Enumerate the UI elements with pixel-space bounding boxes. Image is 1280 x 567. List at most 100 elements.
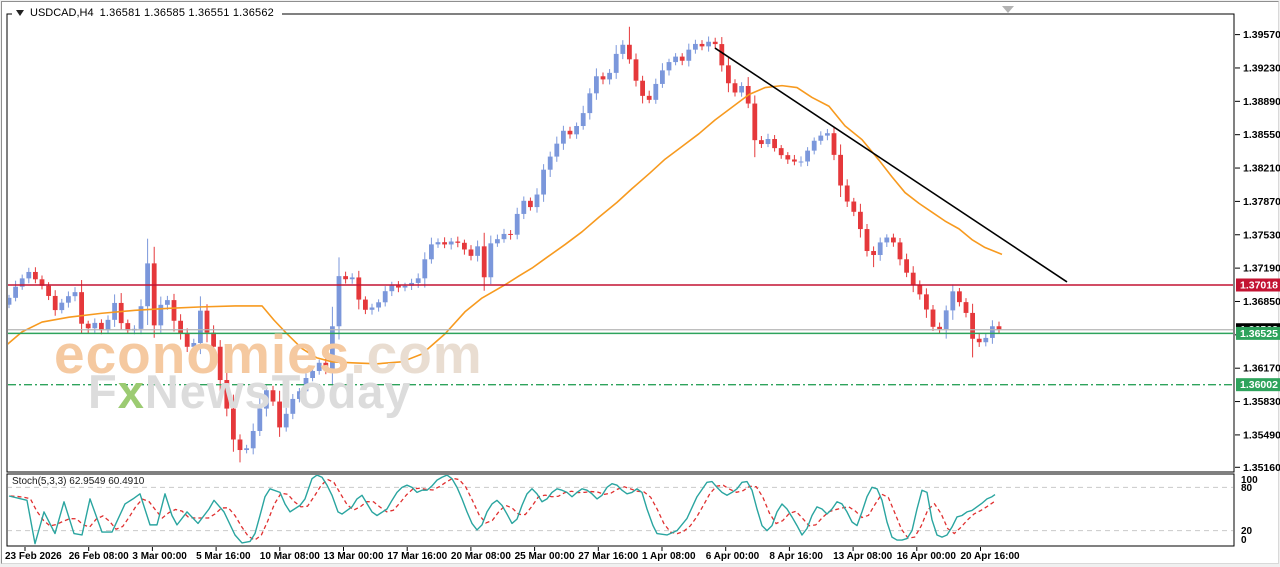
candle-bull	[765, 133, 771, 148]
stoch-pane-frame[interactable]	[6, 473, 1235, 547]
candle-body	[105, 319, 111, 331]
time-tick-label: 3 Mar 00:00	[132, 551, 187, 562]
candle-body	[448, 241, 454, 245]
candle-body	[514, 213, 520, 235]
candle-body	[851, 201, 857, 212]
price-tick-label: 1.36850	[1243, 296, 1280, 308]
candle-bear	[455, 236, 461, 248]
candle-body	[8, 297, 12, 305]
candle-body	[59, 302, 65, 311]
candle-bear	[79, 280, 84, 334]
candle-body	[402, 285, 408, 288]
candle-body	[844, 185, 850, 202]
candle-bear	[910, 266, 916, 293]
candle-body	[277, 401, 282, 428]
candle-bear	[970, 303, 975, 358]
dropdown-arrow-icon[interactable]	[16, 10, 24, 16]
candle-bear	[204, 304, 210, 343]
candle-bear	[171, 293, 177, 332]
candle-body	[574, 126, 579, 135]
candle-bull	[72, 287, 78, 302]
candle-body	[138, 306, 144, 329]
price-tick-label: 1.35830	[1243, 396, 1280, 408]
time-tick-label: 13 Mar 00:00	[324, 551, 384, 562]
candle-body	[937, 326, 942, 330]
descending-trendline[interactable]	[714, 47, 1068, 283]
candle-bull	[798, 156, 804, 167]
candle-bear	[871, 246, 876, 268]
time-tick-label: 20 Apr 16:00	[961, 551, 1021, 562]
candle-bear	[844, 179, 850, 207]
candle-bull	[594, 68, 599, 100]
candle-body	[864, 229, 870, 252]
candle-body	[818, 135, 824, 141]
candle-bull	[660, 63, 665, 88]
candle-body	[151, 263, 157, 326]
candle-bear	[237, 434, 243, 463]
candle-body	[462, 242, 467, 250]
candle-bull	[92, 318, 98, 333]
candle-bear	[99, 319, 104, 335]
candle-bear	[699, 40, 705, 51]
candle-bear	[633, 53, 639, 87]
candle-bull	[26, 267, 32, 284]
candle-body	[369, 307, 375, 310]
candle-bull	[574, 122, 579, 139]
candle-body	[798, 161, 804, 163]
candle-bull	[983, 333, 989, 347]
candle-bull	[620, 40, 626, 60]
candle-body	[118, 302, 124, 324]
candle-bear	[224, 367, 230, 417]
candle-body	[349, 277, 355, 280]
stoch-group	[8, 475, 1233, 545]
candle-bull	[514, 207, 520, 240]
candle-body	[792, 159, 797, 162]
moving-average-line[interactable]	[7, 84, 1003, 365]
time-tick-label: 1 Apr 08:00	[642, 551, 696, 562]
candle-bear	[396, 281, 401, 293]
candle-body	[534, 194, 540, 208]
candle-bull	[330, 306, 335, 388]
price-tick-label: 1.37190	[1243, 263, 1280, 275]
candle-body	[343, 276, 348, 280]
candle-bull	[250, 423, 256, 455]
candle-bull	[706, 36, 711, 52]
time-tick-label: 20 Mar 08:00	[451, 551, 511, 562]
candle-body	[600, 76, 606, 80]
candle-bear	[356, 270, 362, 310]
candle-bear	[178, 314, 183, 340]
candle-bull	[561, 125, 566, 150]
candle-body	[778, 148, 784, 156]
time-tick-label: 10 Mar 08:00	[260, 551, 320, 562]
candle-body	[706, 41, 711, 47]
time-tick-label: 5 Mar 16:00	[196, 551, 251, 562]
candle-body	[547, 156, 553, 170]
candle-body	[858, 211, 863, 230]
main-pane-frame[interactable]	[6, 13, 1235, 473]
candle-body	[646, 95, 652, 100]
candle-body	[580, 113, 586, 127]
candle-bear	[891, 233, 896, 247]
candle-bull	[818, 131, 824, 145]
candle-body	[561, 130, 566, 144]
candle-body	[257, 408, 263, 431]
candle-body	[198, 310, 203, 343]
candle-body	[26, 271, 32, 279]
candle-body	[567, 130, 573, 135]
candle-bear	[679, 53, 685, 66]
candle-bull	[59, 298, 65, 314]
time-tick-label: 17 Mar 16:00	[387, 551, 447, 562]
candle-body	[442, 242, 447, 245]
candle-body	[191, 342, 197, 347]
candle-body	[283, 413, 289, 428]
candle-body	[759, 140, 764, 145]
candle-bull	[580, 105, 586, 130]
candle-bear	[963, 298, 969, 318]
candle-body	[396, 285, 401, 288]
candle-body	[897, 242, 903, 260]
candle-body	[85, 323, 91, 329]
candle-bear	[719, 37, 725, 72]
